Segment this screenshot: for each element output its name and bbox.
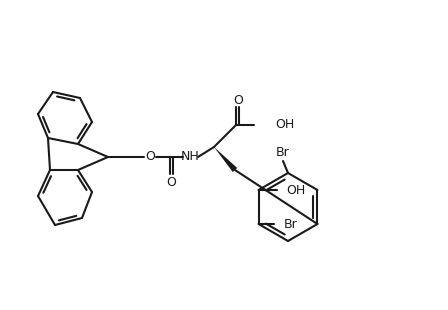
Text: OH: OH (275, 118, 294, 131)
Polygon shape (214, 147, 237, 172)
Text: O: O (166, 175, 176, 188)
Text: Br: Br (276, 147, 290, 160)
Text: O: O (233, 94, 243, 107)
Text: OH: OH (287, 184, 306, 197)
Text: O: O (145, 150, 155, 163)
Text: Br: Br (284, 218, 297, 231)
Text: NH: NH (181, 150, 199, 163)
